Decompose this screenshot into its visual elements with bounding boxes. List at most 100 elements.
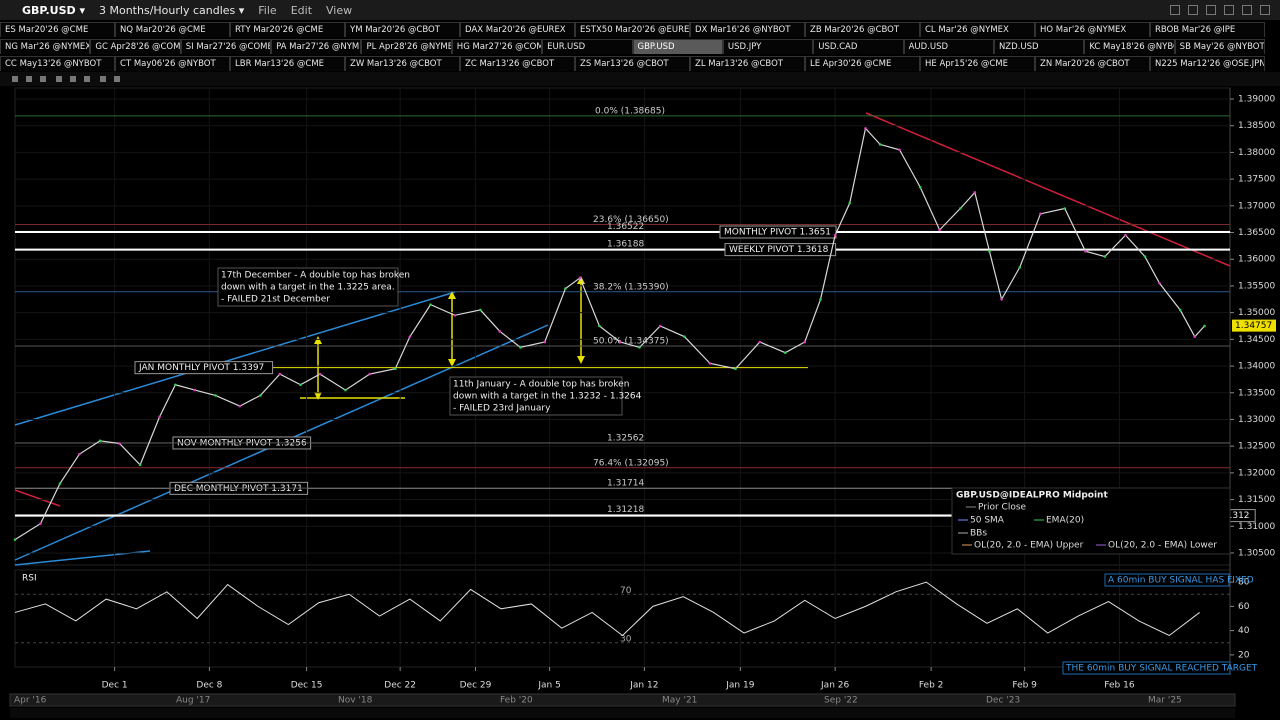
rsi-tick-label: 60: [1238, 602, 1250, 612]
y-tick-label: 1.32500: [1238, 442, 1275, 452]
tab[interactable]: LBR Mar13'26 @CME: [230, 56, 345, 71]
legend-box: [951, 487, 1231, 555]
price-point: [618, 340, 622, 344]
y-tick-label: 1.37500: [1238, 175, 1275, 185]
icon[interactable]: [1206, 5, 1216, 15]
tab[interactable]: KC May18'26 @NYBOT: [1084, 39, 1175, 54]
rsi-title: RSI: [22, 574, 37, 584]
signal-box: [1062, 661, 1231, 675]
tab[interactable]: YM Mar20'26 @CBOT: [345, 22, 460, 37]
tab[interactable]: ZW Mar13'26 @CBOT: [345, 56, 460, 71]
navigator[interactable]: [9, 693, 1236, 707]
timeframe-selector[interactable]: 3 Months/Hourly candles ▾: [98, 3, 245, 17]
tab[interactable]: CL Mar'26 @NYMEX: [920, 22, 1035, 37]
y-tick-label: 1.34000: [1238, 362, 1275, 372]
tab[interactable]: NZD.USD: [993, 39, 1085, 54]
tab[interactable]: HO Mar'26 @NYMEX: [1035, 22, 1150, 37]
level-label: JAN MONTHLY PIVOT 1.3397: [138, 363, 264, 373]
tab[interactable]: ESTX50 Mar20'26 @EUREX: [575, 22, 690, 37]
tab[interactable]: NQ Mar20'26 @CME: [115, 22, 230, 37]
tab[interactable]: USD.JPY: [722, 39, 814, 54]
navigator-label: Nov '18: [338, 696, 373, 706]
icon[interactable]: [1170, 5, 1180, 15]
level-label: 23.6% (1.36650): [593, 215, 669, 225]
level-label: 1.32562: [607, 433, 644, 443]
tab[interactable]: ES Mar20'26 @CME: [0, 22, 115, 37]
x-tick-label: Dec 1: [102, 681, 128, 691]
tab[interactable]: LE Apr30'26 @CME: [805, 56, 920, 71]
tab[interactable]: DX Mar16'26 @NYBOT: [690, 22, 805, 37]
rsi-line: [14, 581, 1200, 637]
annotation-box: [217, 267, 399, 307]
tab[interactable]: SB May'26 @NYBOT: [1174, 39, 1266, 54]
price-point: [973, 191, 977, 194]
price-point: [368, 372, 372, 376]
price-point: [1063, 207, 1067, 210]
symbol-selector[interactable]: GBP.USD ▾: [22, 3, 85, 17]
price-point: [1103, 255, 1107, 258]
navigator-label: Aug '17: [176, 696, 210, 706]
price-point: [803, 340, 807, 344]
tab[interactable]: ZS Mar13'26 @CBOT: [575, 56, 690, 71]
menu-item[interactable]: File: [258, 3, 277, 17]
icon[interactable]: [1260, 5, 1270, 15]
x-tick-label: Jan 5: [537, 681, 560, 691]
navigator-label: Dec '23: [986, 696, 1020, 706]
price-point: [543, 340, 547, 344]
tab[interactable]: GC Apr28'26 @COMEX: [90, 39, 181, 54]
timeframe: 3 Months/Hourly candles: [98, 3, 236, 17]
tab[interactable]: AUD.USD: [903, 39, 994, 54]
tab[interactable]: GBP.USD: [632, 39, 723, 54]
tab[interactable]: CC May13'26 @NYBOT: [0, 56, 115, 71]
price-point: [299, 383, 302, 387]
tab[interactable]: EUR.USD: [542, 39, 633, 54]
tab[interactable]: ZL Mar13'26 @CBOT: [690, 56, 805, 71]
level-label: MONTHLY PIVOT 1.3651: [724, 227, 831, 237]
price-point: [1000, 297, 1003, 301]
price-point: [958, 207, 962, 210]
price-point: [519, 346, 522, 349]
tab[interactable]: CT May06'26 @NYBOT: [115, 56, 230, 71]
y-tick-label: 1.39000: [1238, 95, 1275, 105]
tab[interactable]: ZN Mar20'26 @CBOT: [1035, 56, 1150, 71]
level-label: 38.2% (1.35390): [593, 282, 669, 292]
signal-text: THE 60min BUY SIGNAL REACHED TARGET: [1065, 664, 1258, 674]
tab[interactable]: USD.CAD: [813, 39, 904, 54]
tab[interactable]: ZB Mar20'26 @CBOT: [805, 22, 920, 37]
price-point: [259, 394, 262, 397]
tab[interactable]: HG Mar27'26 @COMEX: [451, 39, 543, 54]
tab[interactable]: ZC Mar13'26 @CBOT: [460, 56, 575, 71]
current-price-label: 1.34757: [1235, 321, 1272, 331]
x-tick-label: Jan 26: [820, 681, 849, 691]
tab[interactable]: RBOB Mar'26 @IPE: [1150, 22, 1265, 37]
tab[interactable]: PA Mar27'26 @NYMEX: [271, 39, 362, 54]
price-point: [344, 388, 347, 392]
menu-item[interactable]: View: [326, 3, 353, 17]
price-point: [214, 394, 217, 397]
tab[interactable]: N225 Mar12'26 @OSE.JPN: [1150, 56, 1265, 71]
tab[interactable]: HE Apr15'26 @CME: [920, 56, 1035, 71]
menu-item[interactable]: Edit: [290, 3, 313, 17]
icon[interactable]: [1224, 5, 1234, 15]
icon[interactable]: [1188, 5, 1198, 15]
toolbar: [0, 72, 1280, 86]
tab[interactable]: RTY Mar20'26 @CME: [230, 22, 345, 37]
y-tick-label: 1.33500: [1238, 388, 1275, 398]
tab[interactable]: DAX Mar20'26 @EUREX: [460, 22, 575, 37]
annotation-box: [449, 376, 623, 416]
price-point: [238, 404, 242, 408]
price-point: [848, 201, 852, 205]
icon[interactable]: [1242, 5, 1252, 15]
tab-row: CC May13'26 @NYBOT CT May06'26 @NYBOT LBR …: [0, 56, 1265, 72]
price-point: [878, 143, 882, 146]
x-tick-label: Feb 2: [919, 681, 944, 691]
annotation-text: down with a target in the 1.3232 - 1.326…: [453, 392, 642, 402]
price-point: [708, 362, 712, 365]
price-point: [98, 439, 102, 443]
tab[interactable]: PL Apr28'26 @NYMEX: [361, 39, 452, 54]
tab[interactable]: SI Mar27'26 @COMEX: [180, 39, 272, 54]
annotation-text: 11th January - A double top has broken: [453, 380, 629, 390]
tab[interactable]: NG Mar'26 @NYMEX: [0, 39, 91, 54]
